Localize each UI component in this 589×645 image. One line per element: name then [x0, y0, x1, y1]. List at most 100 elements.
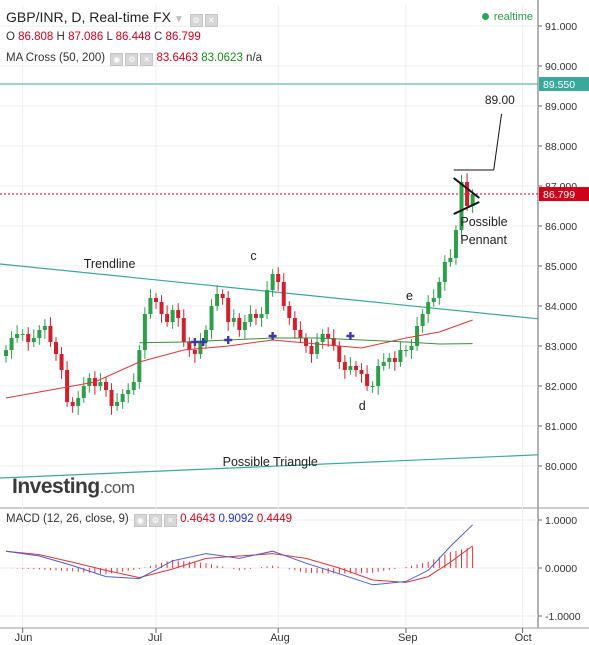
candle [409, 346, 414, 350]
candle [276, 274, 281, 282]
candle [342, 362, 347, 370]
candle [81, 386, 86, 398]
candle [453, 230, 458, 258]
candle [292, 318, 297, 330]
x-tick-label: Sep [398, 632, 418, 644]
candle [448, 258, 453, 262]
y-tick-label: 80.000 [545, 461, 577, 473]
level-tag-label: 89.550 [543, 79, 575, 91]
macd-line-value: 0.9092 [218, 513, 254, 525]
pennant-upper [453, 177, 480, 199]
candle [59, 354, 64, 370]
candle [220, 294, 225, 298]
candle [20, 334, 25, 335]
candle [403, 350, 408, 351]
candle [270, 274, 275, 290]
settings-icon[interactable]: ⚙ [189, 14, 203, 27]
close-icon[interactable]: ✕ [163, 514, 177, 527]
candle [142, 314, 147, 350]
candle [376, 366, 381, 386]
candle [53, 342, 58, 354]
realtime-status: realtime [481, 11, 533, 23]
pennant-label-line2: Pennant [460, 233, 507, 247]
logo-text: Investing [12, 475, 100, 498]
y-tick-label: 81.000 [545, 421, 577, 433]
candle [365, 374, 370, 386]
candle [48, 326, 53, 342]
close-value: 86.799 [165, 31, 201, 43]
candle [109, 390, 114, 406]
open-label: O [6, 31, 15, 43]
candle [115, 402, 120, 406]
candle [131, 382, 136, 390]
settings-icon[interactable]: ⚙ [125, 53, 139, 66]
y-tick-label: 84.000 [545, 301, 577, 313]
visibility-icon[interactable]: ◉ [133, 514, 147, 527]
settings-icon[interactable]: ⚙ [148, 514, 162, 527]
x-tick-label: Jul [148, 632, 162, 644]
close-label: C [154, 31, 163, 43]
candle [176, 310, 181, 318]
candle [9, 338, 14, 350]
candle [348, 366, 353, 370]
candle [387, 358, 392, 362]
candle [187, 342, 192, 350]
cross-marker-icon [199, 338, 208, 346]
macd-label: MACD (12, 26, close, 9) [6, 513, 129, 525]
y-tick-label: 88.000 [545, 141, 577, 153]
candle [165, 314, 170, 322]
investing-logo: Investing.com [12, 475, 135, 499]
pennant-lower [453, 201, 480, 215]
cross-marker-icon [190, 338, 199, 346]
candle [15, 334, 20, 338]
macd-y-tick-label: -1.0000 [545, 611, 581, 623]
candle [353, 366, 358, 370]
open-value: 86.808 [18, 31, 54, 43]
x-tick-label: Jun [15, 632, 33, 644]
instrument-title[interactable]: GBP/INR, D, Real-time FX ▼ ⚙ ✕ [6, 9, 218, 27]
candle [470, 194, 475, 206]
macd-y-tick-label: 1.0000 [545, 515, 577, 527]
close-icon[interactable]: ✕ [140, 53, 154, 66]
instrument-title-text: GBP/INR, D, Real-time FX [6, 9, 171, 25]
candle [431, 298, 436, 302]
realtime-label: realtime [493, 11, 533, 23]
high-value: 87.086 [68, 31, 104, 43]
candle [237, 318, 242, 330]
ma-cross-legend[interactable]: MA Cross (50, 200) ◉ ⚙ ✕ 83.6463 83.0623 n… [6, 52, 262, 66]
candle [37, 330, 42, 338]
cross-marker-icon [268, 332, 277, 340]
candle [148, 298, 153, 314]
triangle-label: Possible Triangle [223, 455, 318, 469]
candle [31, 338, 36, 342]
y-tick-label: 90.000 [545, 61, 577, 73]
visibility-icon[interactable]: ◉ [110, 53, 124, 66]
chevron-down-icon[interactable]: ▼ [173, 14, 184, 25]
candle [392, 358, 397, 362]
logo-suffix: .com [99, 478, 135, 497]
macd-line [5, 524, 473, 586]
status-dot-icon [481, 13, 489, 20]
candle [26, 334, 31, 342]
macd-signal-line [5, 545, 473, 583]
candle [370, 386, 375, 387]
candle [309, 346, 314, 354]
candle [465, 182, 470, 206]
y-tick-label: 82.000 [545, 381, 577, 393]
candle [265, 290, 270, 314]
candle [192, 350, 197, 354]
last-price-label: 86.799 [543, 189, 575, 201]
pennant-label-line1: Possible [460, 215, 507, 229]
candle [215, 294, 220, 306]
candle [231, 318, 236, 322]
macd-legend[interactable]: MACD (12, 26, close, 9) ◉ ⚙ ✕ 0.4643 0.909… [6, 513, 292, 527]
y-tick-label: 89.000 [545, 101, 577, 113]
low-label: L [106, 31, 113, 43]
candle [98, 382, 103, 386]
macd-hist-value: 0.4643 [180, 513, 216, 525]
close-icon[interactable]: ✕ [204, 14, 218, 27]
candle [4, 350, 8, 356]
point-d-label: d [359, 399, 366, 413]
point-c-label: c [250, 249, 256, 263]
